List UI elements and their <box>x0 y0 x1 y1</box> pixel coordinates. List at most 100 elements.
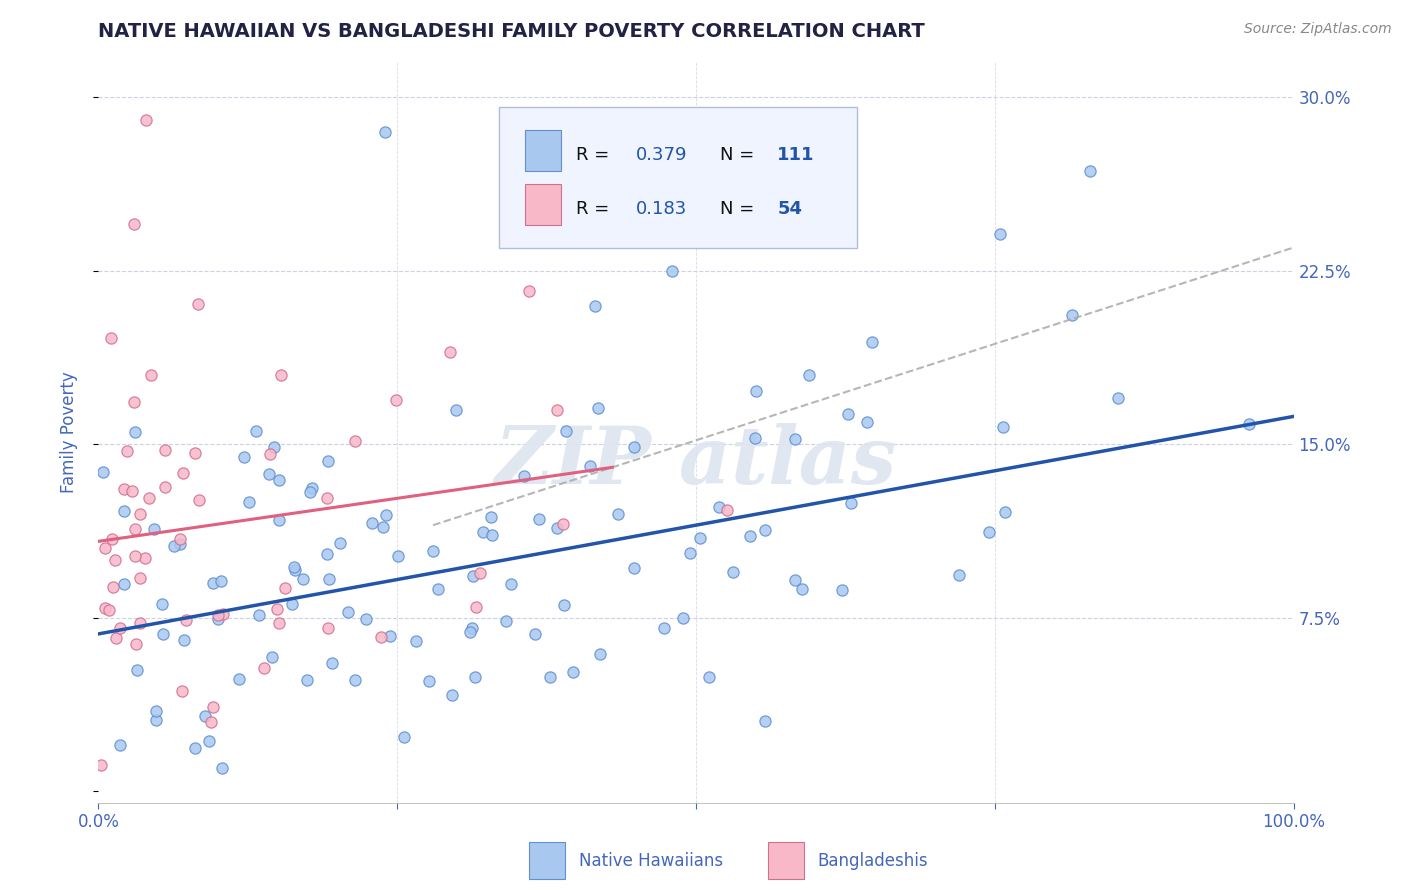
Text: R =: R = <box>576 200 616 218</box>
Point <box>101 580 124 594</box>
Point <box>979 525 1001 540</box>
Point <box>90 758 112 772</box>
Text: Source: ZipAtlas.com: Source: ZipAtlas.com <box>1244 22 1392 37</box>
Point <box>495 614 517 628</box>
Point <box>174 613 197 627</box>
Point <box>274 582 297 596</box>
Point <box>783 573 806 587</box>
Point <box>1080 164 1102 178</box>
Point <box>860 334 883 349</box>
Point <box>499 576 522 591</box>
Point <box>583 299 606 313</box>
Bar <box>768 842 804 879</box>
Point <box>378 630 401 644</box>
Text: 111: 111 <box>778 145 814 163</box>
Text: NATIVE HAWAIIAN VS BANGLADESHI FAMILY POVERTY CORRELATION CHART: NATIVE HAWAIIAN VS BANGLADESHI FAMILY PO… <box>98 22 925 41</box>
Point <box>170 684 193 698</box>
Point <box>948 567 970 582</box>
Point <box>98 603 121 617</box>
Point <box>790 582 813 596</box>
Point <box>839 496 862 510</box>
Point <box>124 218 146 232</box>
Point <box>295 673 318 687</box>
Point <box>187 493 209 508</box>
Point <box>284 563 307 577</box>
Point <box>689 531 711 545</box>
Point <box>321 656 343 670</box>
Point <box>269 615 291 630</box>
Point <box>270 368 292 383</box>
Point <box>122 394 145 409</box>
Text: N =: N = <box>720 145 759 163</box>
Point <box>104 553 127 567</box>
Point <box>212 607 235 621</box>
Point <box>472 524 495 539</box>
Point <box>740 529 762 543</box>
Point <box>589 647 612 661</box>
Text: 54: 54 <box>778 200 803 218</box>
Point <box>184 446 207 460</box>
Point <box>439 344 461 359</box>
Point <box>360 516 382 531</box>
Point <box>163 539 186 553</box>
Point <box>150 598 173 612</box>
Point <box>754 714 776 728</box>
Point <box>283 560 305 574</box>
Point <box>193 709 215 723</box>
Point <box>155 442 177 457</box>
Text: 0.183: 0.183 <box>636 200 688 218</box>
Point <box>1237 417 1260 431</box>
Point <box>129 616 152 631</box>
Point <box>267 513 290 527</box>
Point <box>135 113 157 128</box>
Point <box>481 528 503 542</box>
Point <box>405 634 427 648</box>
Point <box>831 583 853 598</box>
Point <box>318 622 340 636</box>
Point <box>707 500 730 515</box>
Point <box>129 508 152 522</box>
Point <box>94 541 117 555</box>
Point <box>318 572 340 586</box>
Point <box>315 547 337 561</box>
Point <box>371 519 394 533</box>
Point <box>259 447 281 461</box>
Point <box>460 621 482 635</box>
Point <box>721 565 744 579</box>
Point <box>418 674 440 689</box>
Point <box>115 443 138 458</box>
Point <box>315 491 337 505</box>
Point <box>169 537 191 551</box>
Point <box>512 469 534 483</box>
Point <box>125 663 148 677</box>
Point <box>460 624 482 639</box>
Point <box>440 688 463 702</box>
Point <box>461 569 484 583</box>
Point <box>267 473 290 487</box>
Point <box>104 632 127 646</box>
Point <box>124 549 146 563</box>
Point <box>138 491 160 505</box>
Text: N =: N = <box>720 200 759 218</box>
Point <box>994 505 1017 519</box>
Text: ZIP atlas: ZIP atlas <box>495 424 897 501</box>
Point <box>200 714 222 729</box>
Point <box>465 599 488 614</box>
Point <box>263 440 285 454</box>
Point <box>93 601 115 615</box>
Point <box>266 602 288 616</box>
Point <box>579 458 602 473</box>
Point <box>991 420 1014 434</box>
Point <box>110 622 132 636</box>
Point <box>299 485 322 500</box>
Point <box>280 597 302 611</box>
Point <box>554 424 576 438</box>
Point <box>444 403 467 417</box>
Point <box>202 699 225 714</box>
Point <box>184 741 207 756</box>
Point <box>91 465 114 479</box>
Point <box>697 669 720 683</box>
Point <box>661 263 683 277</box>
Point <box>343 673 366 688</box>
Point <box>228 672 250 686</box>
